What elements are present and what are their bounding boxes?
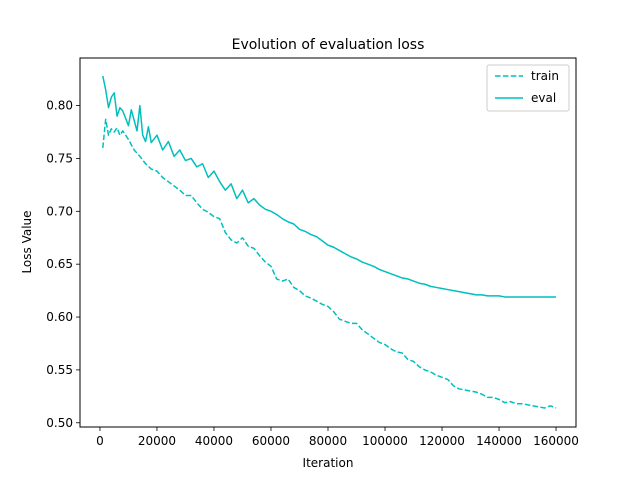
y-axis-label: Loss Value xyxy=(20,210,34,273)
y-tick-label: 0.75 xyxy=(46,151,73,165)
series-line-eval xyxy=(102,75,557,298)
y-tick-label: 0.50 xyxy=(46,416,73,430)
legend: train eval xyxy=(486,64,570,112)
x-axis-label: Iteration xyxy=(303,456,354,470)
x-tick-label: 140000 xyxy=(476,434,522,448)
y-tick-label: 0.70 xyxy=(46,204,73,218)
plot-area xyxy=(102,75,557,409)
legend-label-train: train xyxy=(531,69,559,83)
x-axis: 0 20000 40000 60000 80000 100000 120000 140000 1… xyxy=(96,427,579,448)
x-tick-label: 0 xyxy=(96,434,104,448)
x-tick-label: 40000 xyxy=(195,434,233,448)
x-tick-label: 100000 xyxy=(362,434,408,448)
y-tick-label: 0.60 xyxy=(46,310,73,324)
x-tick-label: 80000 xyxy=(309,434,347,448)
series-line-train xyxy=(102,118,557,409)
legend-label-eval: eval xyxy=(531,91,556,105)
y-tick-label: 0.80 xyxy=(46,99,73,113)
y-tick-label: 0.65 xyxy=(46,257,73,271)
chart-title: Evolution of evaluation loss xyxy=(232,37,425,53)
x-tick-label: 120000 xyxy=(419,434,465,448)
y-tick-label: 0.55 xyxy=(46,363,73,377)
x-tick-label: 160000 xyxy=(533,434,579,448)
x-tick-label: 60000 xyxy=(252,434,290,448)
y-axis: 0.50 0.55 0.60 0.65 0.70 0.75 0.80 xyxy=(46,99,80,430)
x-tick-label: 20000 xyxy=(138,434,176,448)
